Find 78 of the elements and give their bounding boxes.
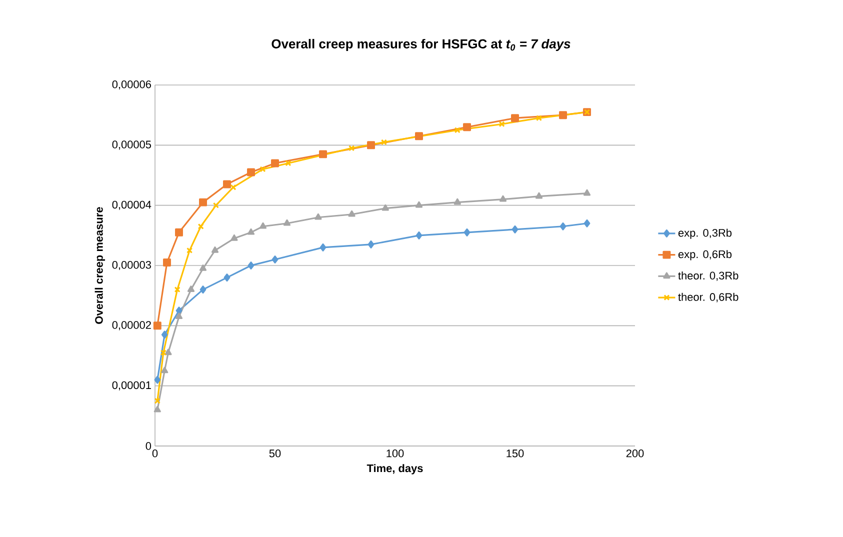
point (380, 139, 388, 146)
point (367, 141, 375, 150)
point (511, 114, 519, 122)
point (348, 145, 355, 152)
y-tick-label: 0 (146, 442, 152, 450)
y-tick-label: 0,00001 (112, 381, 151, 390)
point (161, 330, 168, 339)
point (230, 184, 236, 190)
point (583, 189, 591, 196)
point (175, 228, 183, 236)
point (187, 286, 195, 292)
y-tick-label: 0,00002 (112, 321, 151, 330)
point (154, 376, 161, 384)
point (285, 160, 292, 166)
point (271, 159, 279, 168)
point (160, 350, 166, 356)
point (186, 247, 193, 254)
point (175, 312, 183, 320)
point (247, 168, 255, 176)
legend-label: theor. 0,3Rb (678, 271, 738, 281)
point (198, 223, 204, 230)
point (174, 286, 180, 293)
point (164, 348, 172, 356)
y-tick-label: 0,00004 (112, 200, 152, 210)
point (499, 195, 507, 202)
x-tick-label: 100 (386, 450, 404, 458)
y-axis-title: Overall creep measure (94, 207, 106, 324)
point (163, 258, 171, 266)
legend-label: theor. 0,6Rb (678, 292, 738, 302)
x-tick-label: 50 (269, 450, 281, 458)
point (454, 198, 461, 205)
point (223, 180, 231, 188)
point (498, 121, 505, 128)
point (415, 132, 423, 140)
point (348, 210, 356, 217)
y-tick-label: 0,00003 (112, 260, 151, 270)
x-axis-title: Time, days (366, 464, 423, 474)
point (512, 225, 518, 234)
y-tick-label: 0,00006 (112, 80, 151, 90)
point (320, 243, 326, 252)
point (454, 127, 460, 134)
legend-label: exp. 0,3Rb (678, 228, 732, 239)
point (212, 202, 220, 208)
x-tick-label: 0 (152, 450, 158, 458)
point (464, 228, 470, 236)
point (536, 115, 542, 122)
point (211, 246, 219, 253)
x-tick-label: 150 (506, 450, 524, 458)
point (314, 213, 322, 220)
point (272, 255, 278, 264)
point (283, 219, 291, 226)
point (199, 264, 207, 271)
point (368, 240, 374, 248)
point (259, 222, 267, 229)
point (224, 274, 230, 282)
point (247, 228, 255, 235)
point (230, 234, 238, 241)
point (153, 322, 162, 330)
point (248, 262, 254, 270)
point (559, 111, 567, 120)
point (584, 219, 590, 228)
point (260, 166, 266, 172)
point (200, 286, 206, 294)
point (463, 123, 471, 132)
point (161, 366, 168, 374)
point (319, 150, 327, 158)
point (416, 231, 422, 240)
point (154, 406, 161, 412)
point (415, 201, 423, 208)
point (560, 222, 566, 230)
chart-title: Overall creep measures for HSFGC at t$_{0}$ = 7 days (272, 38, 570, 52)
point (199, 198, 207, 206)
point (176, 306, 182, 315)
legend-label: exp. 0,6Rb (678, 250, 732, 260)
point (382, 204, 389, 211)
y-tick-label: 0,00005 (112, 140, 152, 150)
point (535, 192, 543, 199)
x-tick-label: 200 (626, 450, 644, 458)
